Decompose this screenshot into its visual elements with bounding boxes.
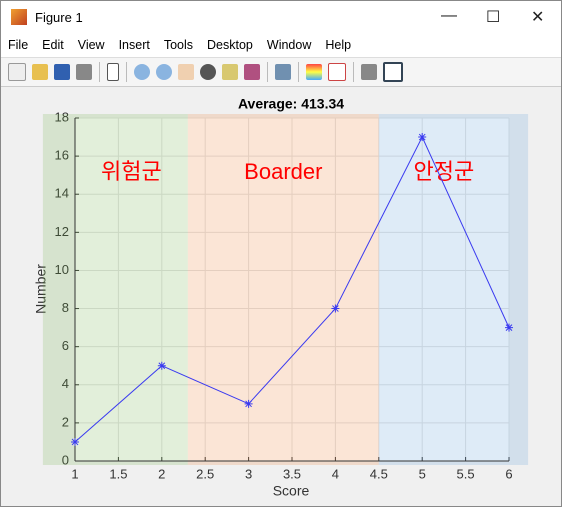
x-tick-label: 3.5 bbox=[283, 466, 301, 481]
y-tick-label: 18 bbox=[55, 109, 69, 124]
y-tick-label: 6 bbox=[62, 338, 69, 353]
region-label: 위험군 bbox=[101, 159, 162, 184]
maximize-button[interactable]: ☐ bbox=[486, 9, 501, 26]
menu-bar: File Edit View Insert Tools Desktop Window Help bbox=[1, 33, 561, 57]
y-tick-label: 4 bbox=[62, 376, 69, 391]
x-tick-label: 1.5 bbox=[109, 466, 127, 481]
data-marker bbox=[71, 437, 79, 446]
x-tick-label: 4 bbox=[332, 466, 339, 481]
data-marker bbox=[505, 323, 513, 332]
tool-link[interactable] bbox=[275, 64, 291, 80]
data-marker bbox=[157, 361, 166, 370]
y-tick-label: 0 bbox=[62, 452, 69, 467]
y-tick-label: 16 bbox=[55, 148, 69, 163]
x-tick-label: 2 bbox=[158, 466, 165, 481]
data-line bbox=[74, 135, 510, 443]
menu-item[interactable]: Edit bbox=[42, 38, 64, 52]
x-tick-label: 6 bbox=[505, 466, 512, 481]
region bbox=[187, 114, 379, 465]
tool-rotate[interactable] bbox=[200, 64, 216, 80]
x-axis-label: Score bbox=[273, 483, 310, 499]
region bbox=[378, 114, 529, 465]
app-icon bbox=[11, 9, 27, 25]
x-tick-label: 5 bbox=[419, 466, 426, 481]
menu-item[interactable]: Desktop bbox=[207, 38, 253, 52]
y-tick-label: 10 bbox=[55, 262, 69, 277]
tool-zoom-in[interactable] bbox=[134, 64, 150, 80]
region-label: 안정군 bbox=[414, 159, 475, 184]
menu-item[interactable]: Tools bbox=[163, 38, 194, 52]
tool-pointer[interactable] bbox=[107, 63, 119, 81]
chart-title: Average: 413.34 bbox=[238, 96, 344, 112]
minimize-button[interactable]: — bbox=[441, 7, 457, 24]
tool-datatip[interactable] bbox=[222, 64, 238, 80]
data-marker bbox=[331, 304, 340, 313]
x-tick-label: 5.5 bbox=[457, 466, 475, 481]
tool-brush[interactable] bbox=[244, 64, 260, 80]
window-title: Figure 1 bbox=[35, 9, 83, 25]
data-marker bbox=[244, 399, 253, 408]
menu-item[interactable]: File bbox=[8, 38, 29, 52]
tool-zoom-out[interactable] bbox=[156, 64, 172, 80]
tool-legend[interactable] bbox=[328, 63, 346, 81]
menu-item[interactable]: Window bbox=[266, 38, 312, 52]
y-axis-label: Number bbox=[33, 264, 49, 314]
x-tick-label: 1 bbox=[71, 466, 78, 481]
tool-colorbar[interactable] bbox=[306, 64, 322, 80]
tool-open[interactable] bbox=[32, 64, 48, 80]
y-tick-label: 2 bbox=[62, 414, 69, 429]
menu-item[interactable]: Help bbox=[325, 38, 352, 52]
menu-item[interactable]: View bbox=[77, 38, 105, 52]
tool-pan[interactable] bbox=[178, 64, 194, 80]
tool-new[interactable] bbox=[8, 63, 26, 81]
chart: Average: 413.34 Score Number 1 1.5 2 2.5 3 3.… bbox=[33, 96, 529, 499]
tool-dock[interactable] bbox=[383, 62, 403, 82]
title-bar: Figure 1 — ☐ ✕ bbox=[1, 1, 561, 33]
toolbar bbox=[1, 57, 561, 87]
tool-save[interactable] bbox=[54, 64, 70, 80]
y-tick-label: 14 bbox=[55, 186, 69, 201]
data-marker bbox=[418, 133, 427, 142]
tool-hide[interactable] bbox=[361, 64, 377, 80]
y-tick-label: 8 bbox=[62, 300, 69, 315]
x-tick-label: 2.5 bbox=[196, 466, 214, 481]
close-button[interactable]: ✕ bbox=[531, 9, 545, 26]
menu-item[interactable]: Insert bbox=[118, 38, 150, 52]
region-label: Boarder bbox=[244, 159, 322, 184]
x-tick-label: 4.5 bbox=[370, 466, 388, 481]
y-tick-label: 12 bbox=[55, 224, 69, 239]
tool-print[interactable] bbox=[76, 64, 92, 80]
x-tick-label: 3 bbox=[245, 466, 252, 481]
